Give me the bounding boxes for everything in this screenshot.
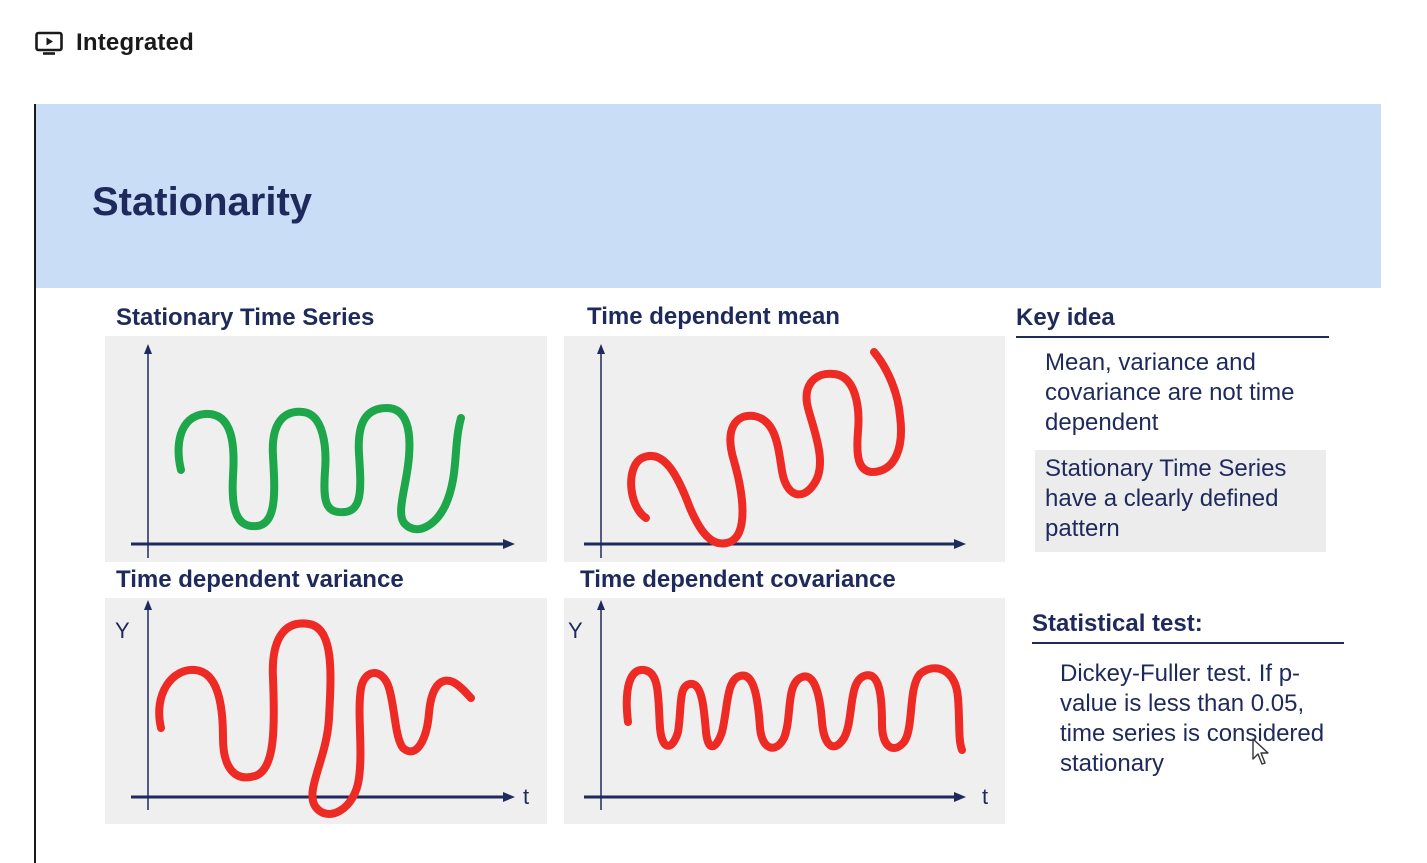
- series-line: [174, 404, 465, 534]
- t-axis-label-covariance: t: [982, 784, 989, 809]
- statistical-test-text: Dickey-Fuller test. If p-value is less t…: [1060, 660, 1325, 777]
- y-axis-arrow: [144, 600, 152, 610]
- panel-covariance: [564, 598, 1005, 824]
- panel-stationary: [105, 336, 547, 562]
- lesson-title: Integrated: [76, 29, 195, 56]
- key-idea-heading: Key idea: [1016, 304, 1115, 331]
- lesson-header: Integrated: [34, 28, 194, 58]
- play-screen-icon: [35, 31, 63, 55]
- key-idea-text-2: Stationary Time Series have a clearly de…: [1035, 450, 1326, 552]
- statistical-test-heading: Statistical test:: [1032, 610, 1203, 637]
- y-axis-label-covariance: Y: [568, 618, 583, 643]
- key-idea-rule: [1016, 336, 1329, 338]
- panel-title-mean: Time dependent mean: [587, 303, 840, 330]
- t-axis-label-variance: t: [523, 784, 530, 809]
- y-axis-label-variance: Y: [115, 618, 130, 643]
- panel-mean: [564, 336, 1005, 562]
- y-axis-arrow: [597, 600, 605, 610]
- slide-header-band: [36, 104, 1381, 288]
- x-axis-arrow: [503, 792, 515, 802]
- statistical-test-rule: [1032, 642, 1344, 644]
- key-idea-text-1: Mean, variance and covariance are not ti…: [1045, 349, 1295, 436]
- panel-title-covariance: Time dependent covariance: [580, 566, 896, 593]
- panel-title-stationary: Stationary Time Series: [116, 304, 375, 331]
- y-axis-arrow: [597, 344, 605, 354]
- x-axis-arrow: [954, 792, 966, 802]
- series-line: [155, 619, 475, 818]
- x-axis-arrow: [954, 539, 966, 549]
- slide: Stationarity Stationary Time Series Time…: [34, 104, 1381, 863]
- series-line: [622, 664, 966, 754]
- x-axis-arrow: [503, 539, 515, 549]
- panel-variance: [105, 598, 547, 824]
- panel-title-variance: Time dependent variance: [116, 566, 404, 593]
- y-axis-arrow: [144, 344, 152, 354]
- mouse-cursor-icon: [1252, 738, 1269, 765]
- slide-title: Stationarity: [92, 180, 313, 224]
- series-line: [627, 348, 905, 548]
